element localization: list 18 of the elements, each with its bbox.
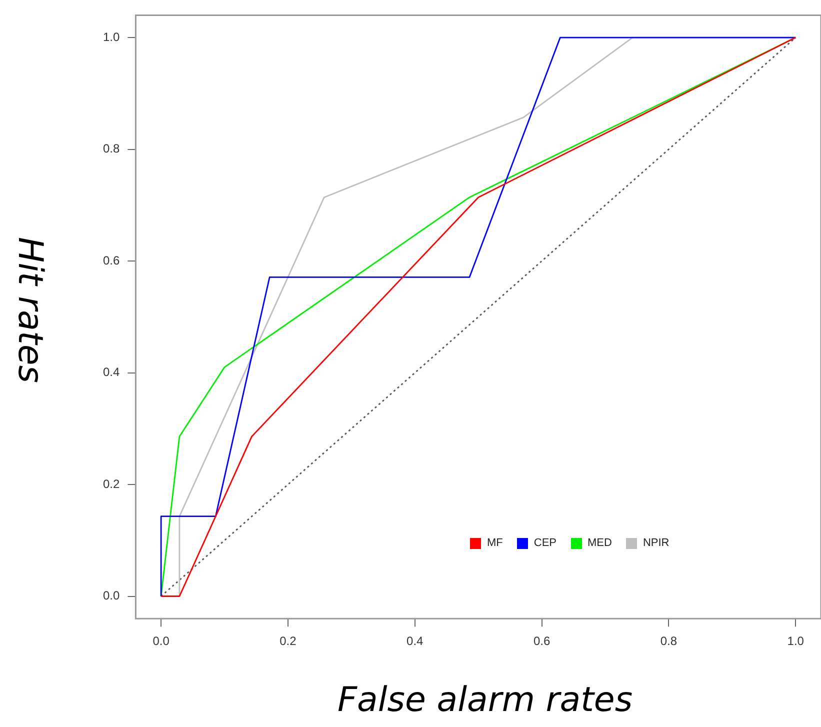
legend-label: NPIR xyxy=(642,537,670,549)
y-tick-label: 0.0 xyxy=(102,588,120,603)
x-tick-label: 0.8 xyxy=(660,634,678,648)
x-tick-label: 0.2 xyxy=(280,634,297,648)
y-axis-title: Hit rates xyxy=(10,236,50,385)
y-tick-label: 0.6 xyxy=(102,253,120,268)
x-tick-label: 1.0 xyxy=(787,634,804,648)
x-axis-title: False alarm rates xyxy=(336,680,634,720)
y-tick-label: 0.4 xyxy=(102,365,120,380)
x-tick-label: 0.0 xyxy=(152,634,170,648)
y-tick-label: 0.8 xyxy=(102,142,120,156)
y-tick-label: 0.2 xyxy=(102,476,120,491)
y-tick-label: 1.0 xyxy=(102,30,120,44)
x-tick-label: 0.4 xyxy=(406,634,424,648)
x-tick-label: 0.6 xyxy=(533,634,550,648)
legend-label: CEP xyxy=(532,537,557,549)
legend-label: MF xyxy=(486,537,503,549)
legend-label: MED xyxy=(586,537,612,549)
